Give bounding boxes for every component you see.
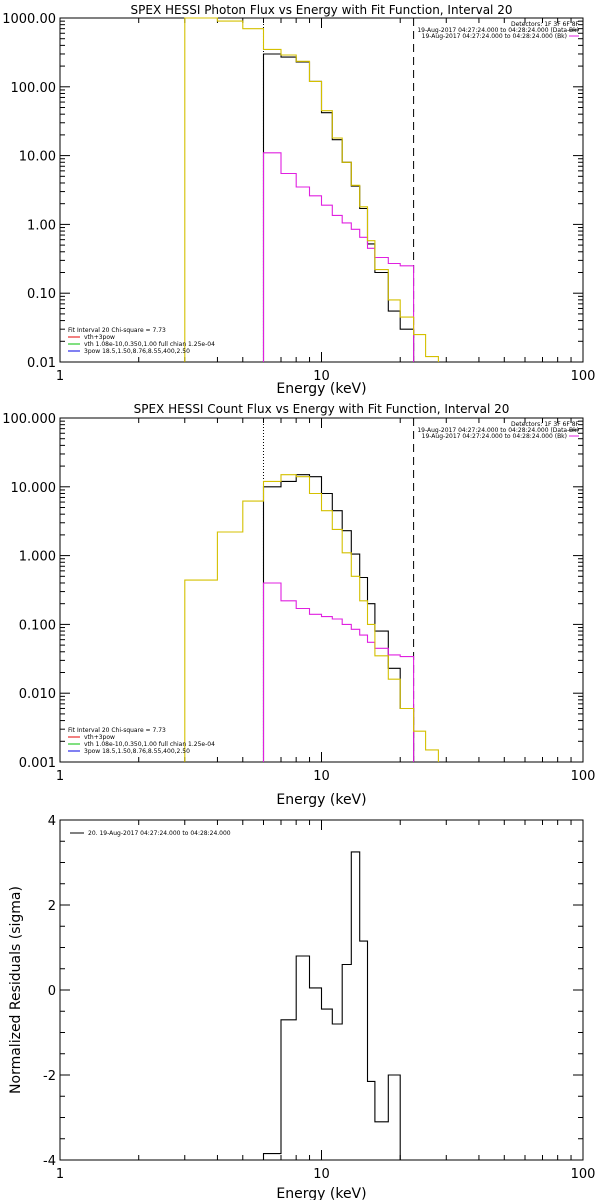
series-3-line [184, 474, 439, 762]
x-tick-label: 10 [313, 1167, 330, 1182]
chart-panel-3: 1 10 100 -4 -2 0 2 4 Energy (keV) Normalized Resi… [8, 814, 595, 1200]
legend-text: 3pow 18.5,1.50,8.76,8.55,400,2.50 [84, 348, 190, 355]
y-tick-label: 1.00 [27, 218, 56, 233]
x-tick-label: 1 [56, 769, 64, 784]
y-tick-label: 10.00 [19, 150, 56, 165]
legend-text: vth 1.08e-10,0.350,1.00 full chian 1.25e… [84, 741, 215, 748]
legend-text: Fit Interval 20 Chi-square = 7.73 [68, 727, 166, 734]
y-tick-label: 0 [48, 984, 56, 999]
header-text: 19-Aug-2017 04:27:24.000 to 04:28:24.000… [417, 427, 579, 434]
x-tick-label: 10 [313, 369, 330, 384]
x-axis-label: Energy (keV) [276, 792, 366, 808]
x-tick-label: 100 [571, 1167, 596, 1182]
legend-text: vth+3pow [84, 734, 115, 741]
chart-panel-1: SPEX HESSI Photon Flux vs Energy with Fi… [2, 3, 595, 397]
y-tick-label: 0.001 [19, 756, 56, 771]
chart-panel-2: SPEX HESSI Count Flux vs Energy with Fit… [2, 402, 595, 808]
chart-title: SPEX HESSI Count Flux vs Energy with Fit… [134, 402, 510, 416]
x-tick-label: 10 [313, 769, 330, 784]
header-text: 19-Aug-2017 04:27:24.000 to 04:28:24.000… [422, 433, 567, 440]
y-tick-label: 0.100 [19, 618, 56, 633]
header-text: 19-Aug-2017 04:27:24.000 to 04:28:24.000… [417, 27, 579, 34]
y-tick-label: -2 [43, 1069, 56, 1084]
header-text: Detectors: 1F 3F 6F 8F [511, 421, 580, 428]
header-text: Detectors: 1F 3F 6F 8F [511, 21, 580, 28]
y-tick-label: -4 [43, 1154, 56, 1169]
y-tick-label: 100.00 [11, 81, 57, 96]
y-tick-label: 100.000 [2, 412, 56, 427]
x-tick-label: 1 [56, 1167, 64, 1182]
y-tick-label: 1.000 [19, 550, 56, 565]
y-axis-label: Normalized Residuals (sigma) [8, 886, 24, 1094]
plot-frame [59, 417, 584, 763]
y-tick-label: 1000.00 [2, 12, 56, 27]
series-1-line [262, 474, 415, 762]
legend-text: vth 1.08e-10,0.350,1.00 full chian 1.25e… [84, 341, 215, 348]
series-1-line [262, 53, 415, 362]
plot-frame [59, 17, 584, 363]
chart-title: SPEX HESSI Photon Flux vs Energy with Fi… [131, 3, 513, 17]
series-3-line [184, 17, 439, 362]
header-text: 19-Aug-2017 04:27:24.000 to 04:28:24.000… [422, 33, 567, 40]
x-axis-label: Energy (keV) [276, 381, 366, 397]
y-tick-label: 2 [48, 899, 56, 914]
y-tick-label: 10.000 [11, 481, 57, 496]
series-2-line [262, 582, 415, 762]
x-tick-label: 1 [56, 369, 64, 384]
series-1-line [262, 851, 414, 1161]
legend-text: 3pow 18.5,1.50,8.76,8.55,400,2.50 [84, 748, 190, 755]
y-tick-label: 0.10 [27, 287, 56, 302]
legend-text: Fit Interval 20 Chi-square = 7.73 [68, 327, 166, 334]
x-tick-label: 100 [571, 769, 596, 784]
legend-text: 20. 19-Aug-2017 04:27:24.000 to 04:28:24… [88, 830, 231, 837]
x-tick-label: 100 [571, 369, 596, 384]
legend-text: vth+3pow [84, 334, 115, 341]
y-tick-label: 0.01 [27, 356, 56, 371]
y-tick-label: 0.010 [19, 687, 56, 702]
y-tick-label: 4 [48, 814, 56, 829]
series-2-line [262, 152, 415, 362]
x-axis-label: Energy (keV) [276, 1186, 366, 1200]
